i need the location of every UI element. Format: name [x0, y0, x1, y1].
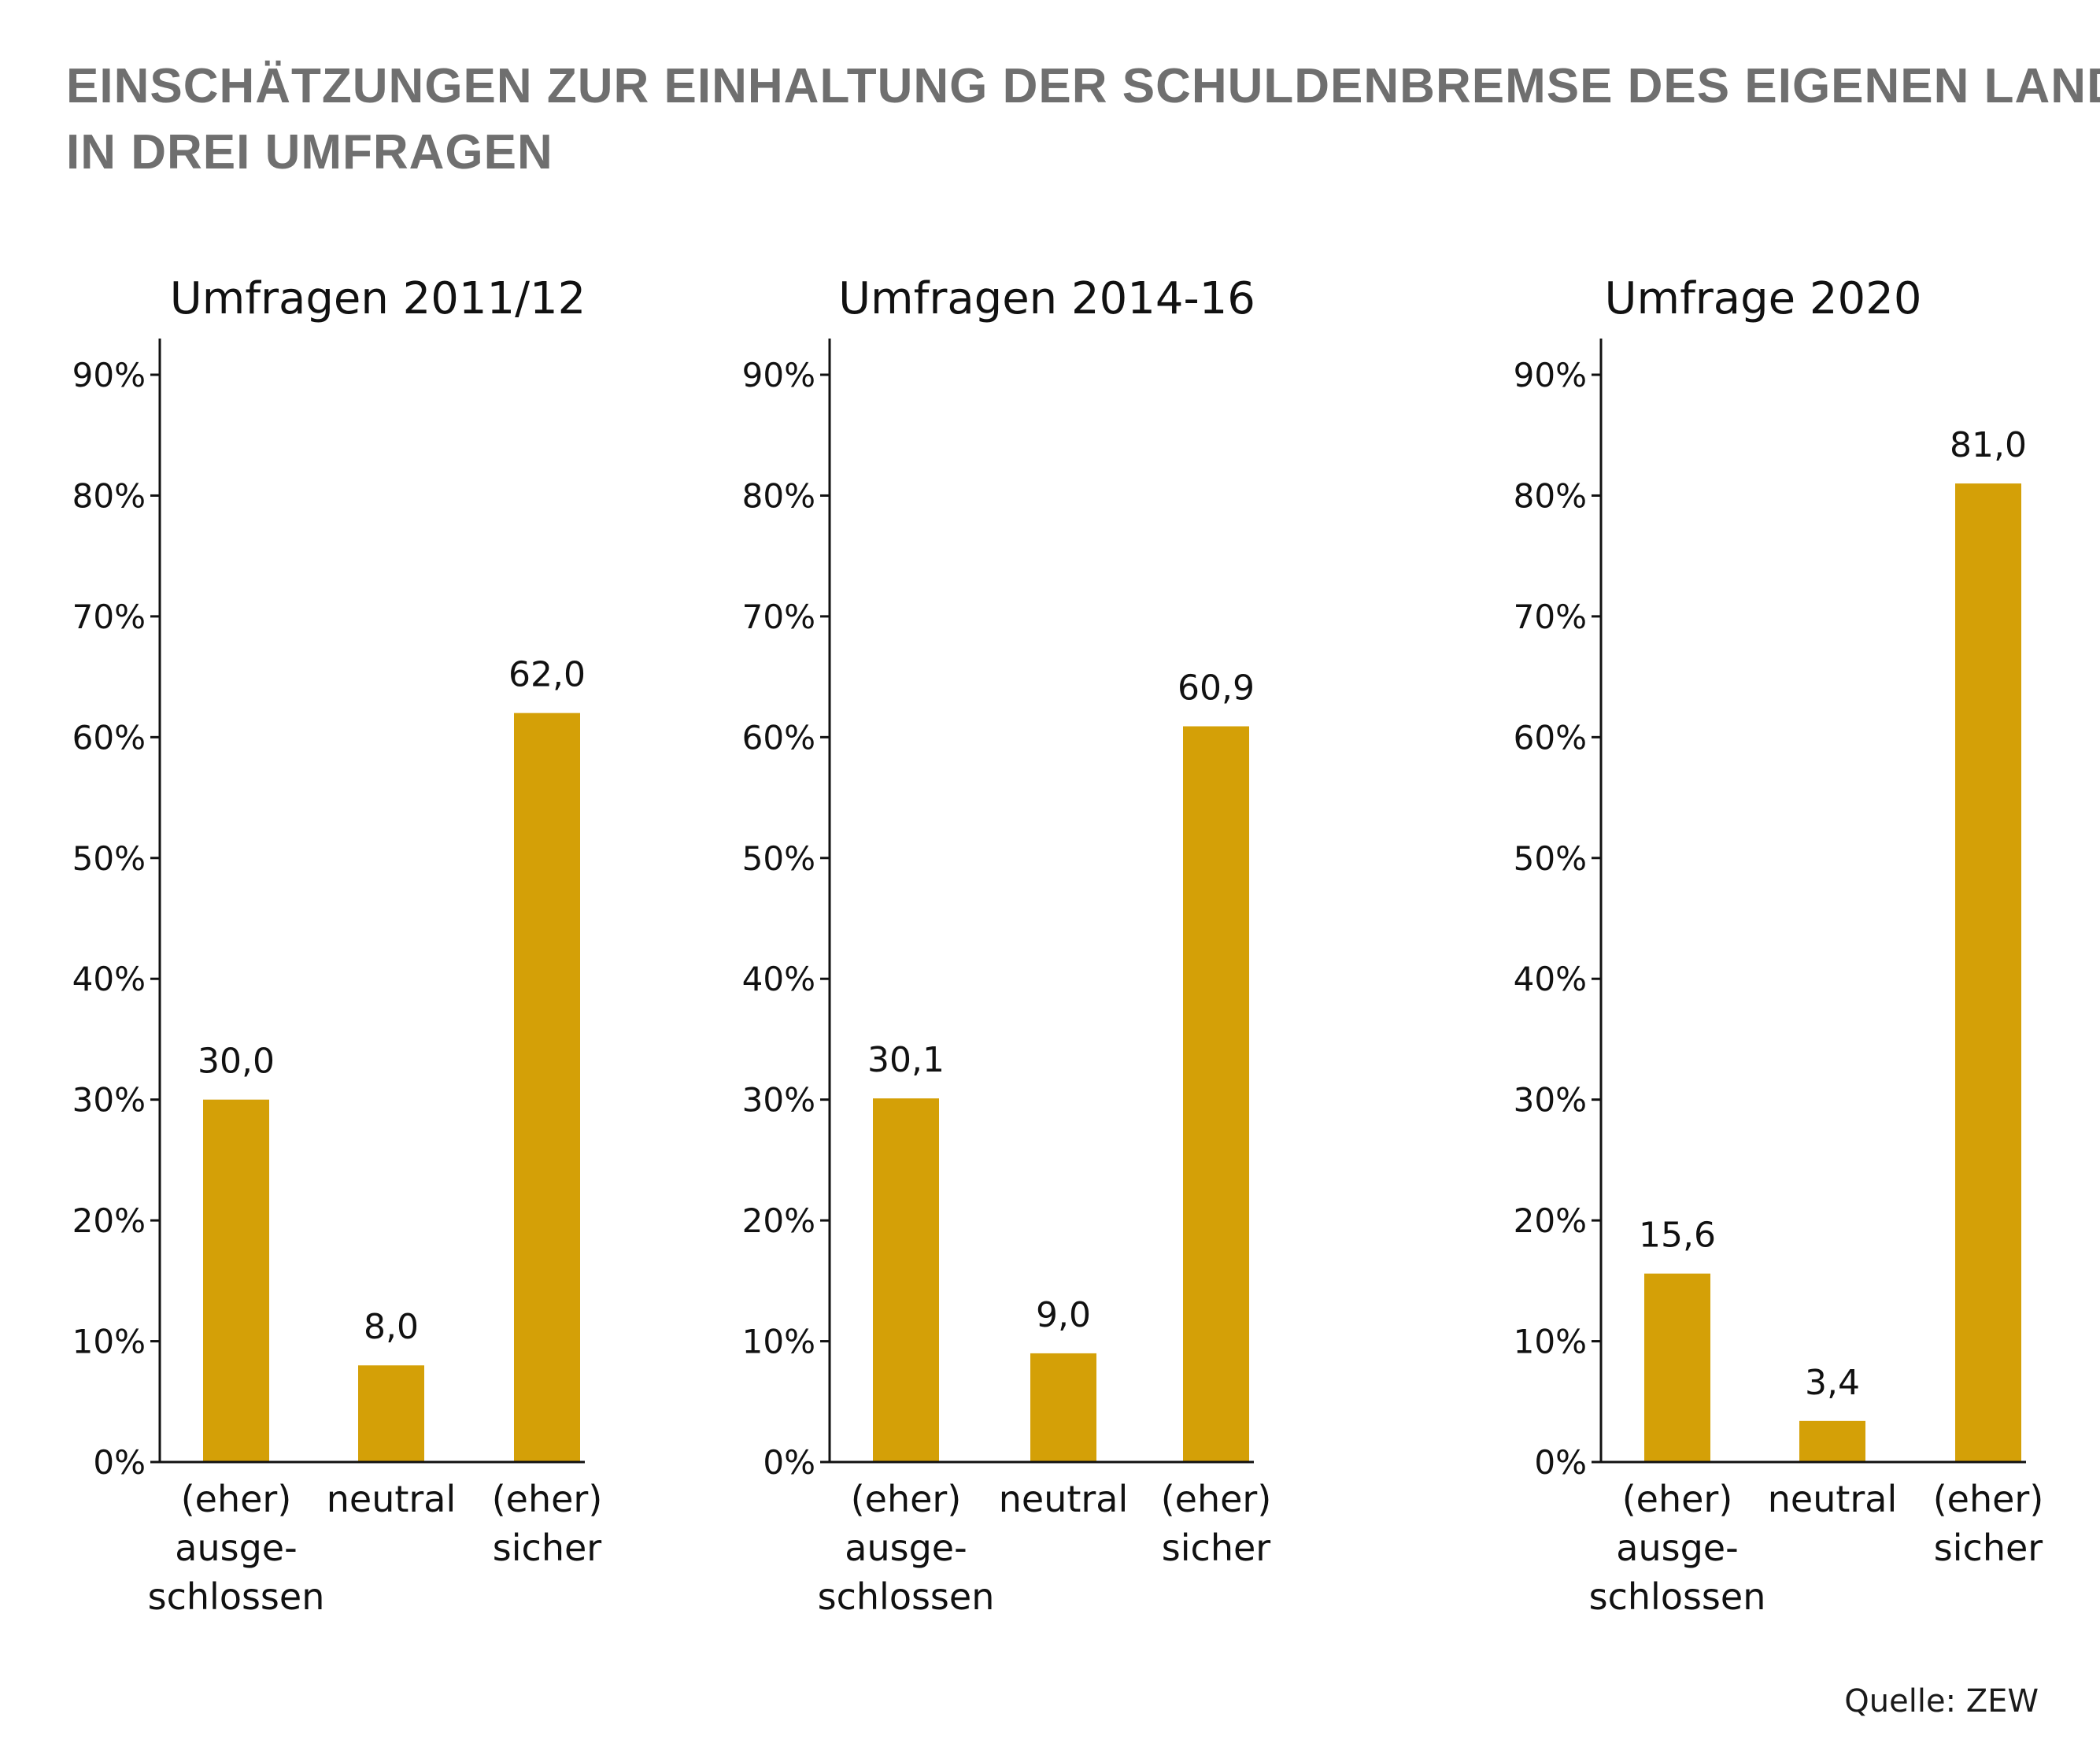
bar-value-label: 60,9 [1178, 668, 1255, 709]
y-tick-label: 50% [742, 839, 815, 878]
bar [514, 713, 580, 1462]
x-category-label: sicher [1934, 1527, 2043, 1569]
y-tick-label: 30% [742, 1081, 815, 1120]
title-line-1: EINSCHÄTZUNGEN ZUR EINHALTUNG DER SCHULD… [66, 59, 2100, 113]
panel-title: Umfragen 2011/12 [170, 273, 586, 324]
y-tick-label: 20% [742, 1201, 815, 1240]
source-note: Quelle: ZEW [1844, 1683, 2039, 1719]
y-tick-label: 90% [72, 356, 146, 394]
x-category-label: (eher) [1933, 1478, 2044, 1520]
y-tick-label: 60% [1514, 718, 1587, 757]
y-tick-label: 10% [1514, 1323, 1587, 1361]
y-tick-label: 70% [72, 598, 146, 636]
x-category-label: schlossen [818, 1575, 995, 1618]
x-category-label: (eher) [492, 1478, 603, 1520]
x-category-label: ausge- [1616, 1527, 1738, 1569]
y-tick-label: 0% [763, 1443, 815, 1482]
page-title: EINSCHÄTZUNGEN ZUR EINHALTUNG DER SCHULD… [66, 54, 2100, 186]
bar [358, 1365, 424, 1462]
bar-value-label: 81,0 [1950, 425, 2027, 465]
y-tick-label: 30% [1514, 1081, 1587, 1120]
bar [1183, 726, 1249, 1462]
x-category-label: sicher [493, 1527, 601, 1569]
bar [1955, 483, 2021, 1462]
x-category-label: (eher) [1622, 1478, 1733, 1520]
y-tick-label: 80% [72, 476, 146, 515]
bar [1030, 1353, 1096, 1462]
x-category-label: neutral [327, 1478, 457, 1520]
title-line-2: IN DREI UMFRAGEN [66, 125, 553, 180]
x-category-label: sicher [1162, 1527, 1270, 1569]
bar [1799, 1420, 1865, 1462]
y-tick-label: 0% [93, 1443, 146, 1482]
bar [873, 1098, 939, 1462]
y-tick-label: 30% [72, 1081, 146, 1120]
bar-value-label: 9,0 [1036, 1295, 1091, 1335]
y-tick-label: 80% [1514, 476, 1587, 515]
y-tick-label: 70% [1514, 598, 1587, 636]
y-tick-label: 50% [72, 839, 146, 878]
y-tick-label: 40% [72, 960, 146, 998]
panel-title: Umfrage 2020 [1605, 273, 1922, 324]
bar-value-label: 30,1 [867, 1040, 945, 1080]
y-tick-label: 80% [742, 476, 815, 515]
y-tick-label: 20% [72, 1201, 146, 1240]
bar-value-label: 62,0 [508, 655, 586, 695]
y-tick-label: 90% [742, 356, 815, 394]
y-tick-label: 50% [1514, 839, 1587, 878]
x-category-label: ausge- [175, 1527, 297, 1569]
y-tick-label: 0% [1534, 1443, 1587, 1482]
y-tick-label: 40% [742, 960, 815, 998]
x-category-label: neutral [999, 1478, 1129, 1520]
x-category-label: ausge- [845, 1527, 967, 1569]
panel-title: Umfragen 2014-16 [838, 273, 1255, 324]
y-tick-label: 60% [72, 718, 146, 757]
bar [203, 1099, 269, 1462]
y-tick-label: 70% [742, 598, 815, 636]
bar-value-label: 15,6 [1639, 1216, 1716, 1256]
x-category-label: (eher) [1161, 1478, 1272, 1520]
y-tick-label: 10% [742, 1323, 815, 1361]
y-tick-label: 10% [72, 1323, 146, 1361]
y-tick-label: 60% [742, 718, 815, 757]
x-category-label: neutral [1768, 1478, 1898, 1520]
x-category-label: schlossen [148, 1575, 325, 1618]
x-category-label: (eher) [851, 1478, 962, 1520]
bar-value-label: 30,0 [198, 1042, 275, 1082]
bar-value-label: 8,0 [364, 1307, 419, 1347]
y-tick-label: 20% [1514, 1201, 1587, 1240]
x-category-label: (eher) [181, 1478, 292, 1520]
y-tick-label: 90% [1514, 356, 1587, 394]
bar-value-label: 3,4 [1805, 1363, 1860, 1403]
y-tick-label: 40% [1514, 960, 1587, 998]
bar [1644, 1273, 1710, 1462]
x-category-label: schlossen [1589, 1575, 1766, 1618]
